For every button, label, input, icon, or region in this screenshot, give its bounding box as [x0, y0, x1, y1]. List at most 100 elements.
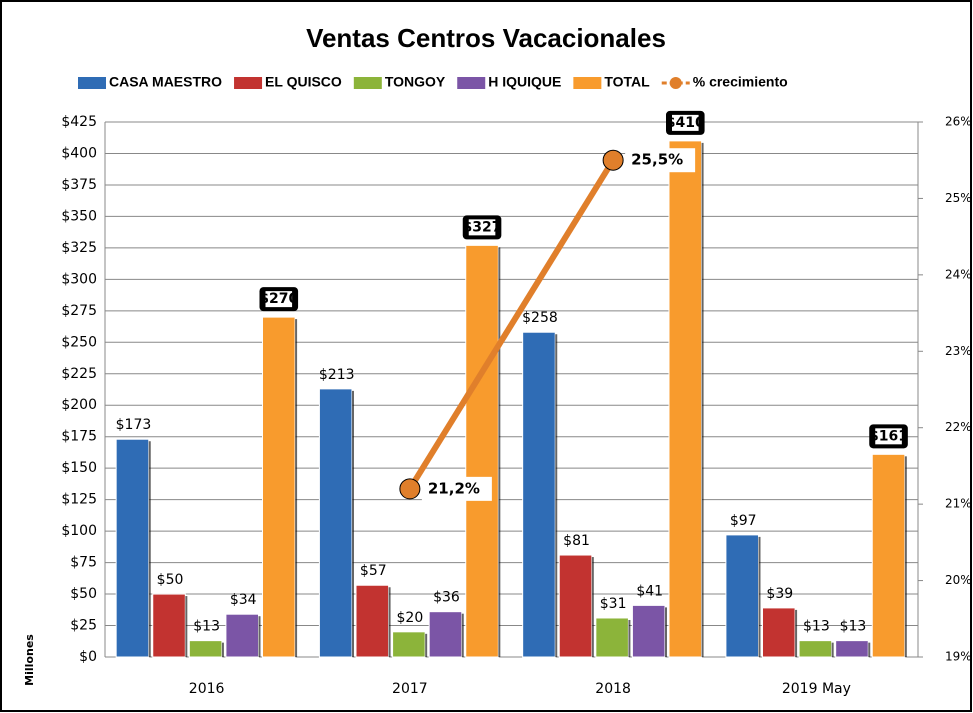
bar-shadow — [831, 642, 834, 657]
y2-tick-label: 20% — [945, 573, 972, 587]
bar — [761, 607, 796, 658]
y-tick-label: $400 — [61, 145, 97, 161]
bar-shadow — [295, 319, 298, 657]
y2-tick-label: 22% — [945, 420, 972, 434]
data-label: $81 — [563, 533, 590, 549]
data-label: $20 — [397, 610, 424, 626]
bar-shadow — [665, 607, 668, 657]
bar-shadow — [388, 587, 391, 657]
y-tick-label: $175 — [61, 429, 97, 445]
y2-tick-label: 23% — [945, 344, 972, 358]
bar — [631, 604, 666, 658]
data-label: $258 — [522, 310, 558, 326]
data-label: $31 — [600, 596, 627, 612]
bar — [392, 631, 426, 658]
y-axis-label: Millones — [23, 634, 36, 686]
bar — [318, 388, 353, 658]
y-tick-label: $225 — [61, 366, 97, 382]
bar-shadow — [498, 247, 501, 658]
y-tick-label: $100 — [61, 523, 97, 539]
chart-title: Ventas Centros Vacacionales — [306, 23, 666, 53]
bar — [262, 316, 296, 658]
data-label: 21,2% — [428, 479, 480, 497]
bar-shadow — [904, 456, 907, 657]
y-tick-label: $250 — [61, 334, 97, 350]
legend-swatch — [234, 77, 263, 89]
bar — [355, 584, 390, 658]
bar-shadow — [795, 609, 798, 657]
bar — [558, 554, 593, 658]
legend-label: % crecimiento — [693, 74, 788, 90]
bar — [522, 331, 556, 658]
legend-swatch — [78, 77, 106, 89]
data-label: $39 — [766, 586, 793, 602]
line-label-box — [421, 476, 492, 501]
data-label: $161 — [869, 428, 908, 444]
data-label: $410 — [666, 115, 705, 131]
y-tick-label: $425 — [61, 114, 97, 130]
y-tick-label: $75 — [70, 555, 97, 571]
bar — [465, 244, 499, 658]
bar — [835, 640, 869, 658]
bar-shadow — [591, 557, 594, 657]
data-label: $57 — [360, 563, 387, 579]
data-label: $50 — [157, 572, 184, 588]
legend-swatch — [353, 77, 382, 89]
data-label: $34 — [230, 592, 257, 608]
data-label: $13 — [840, 619, 867, 635]
data-label: 25,5% — [631, 151, 683, 169]
y-tick-label: $375 — [61, 177, 97, 193]
legend-label: H IQUIQUE — [488, 74, 561, 90]
x-tick-label: 2019 May — [782, 681, 851, 697]
bar — [115, 438, 150, 658]
line-point — [399, 478, 421, 500]
legend-label: TONGOY — [385, 74, 446, 90]
y2-tick-label: 26% — [945, 115, 972, 129]
bar — [225, 613, 260, 658]
data-label: $270 — [259, 291, 298, 307]
y2-tick-label: 24% — [945, 267, 972, 281]
data-label: $13 — [803, 619, 830, 635]
bar — [595, 617, 629, 658]
bar-shadow — [425, 633, 428, 657]
total-label-inner — [265, 291, 293, 308]
total-label-inner — [468, 219, 496, 236]
y-tick-label: $325 — [61, 240, 97, 256]
data-label: $97 — [730, 513, 757, 529]
y-tick-label: $150 — [61, 460, 97, 476]
x-tick-label: 2017 — [392, 681, 428, 697]
bar-shadow — [148, 441, 151, 657]
bar — [188, 640, 223, 658]
bar-shadow — [555, 334, 558, 657]
data-label: $213 — [319, 367, 355, 383]
bar-shadow — [868, 642, 871, 657]
line-label-box — [625, 148, 696, 173]
legend-swatch — [669, 77, 682, 89]
y-tick-label: $275 — [61, 303, 97, 319]
bar-shadow — [461, 613, 464, 657]
y-tick-label: $0 — [79, 649, 97, 665]
bar-shadow — [185, 596, 188, 657]
bar — [152, 593, 186, 658]
y-tick-label: $125 — [61, 492, 97, 508]
y-tick-label: $25 — [70, 618, 97, 634]
total-label-inner — [875, 428, 902, 445]
bar-shadow — [758, 536, 761, 657]
bar — [798, 640, 833, 658]
data-label: $327 — [463, 219, 502, 235]
y-tick-label: $350 — [61, 208, 97, 224]
bar-shadow — [258, 616, 261, 657]
x-tick-label: 2016 — [189, 681, 225, 697]
bar-shadow — [701, 142, 704, 658]
legend-label: TOTAL — [604, 74, 650, 90]
line — [407, 158, 616, 491]
y2-tick-label: 25% — [945, 191, 972, 205]
bar — [668, 140, 703, 658]
bar — [428, 611, 463, 658]
bar — [871, 453, 906, 658]
bar-shadow — [628, 619, 631, 657]
bar-shadow — [221, 642, 224, 657]
x-tick-label: 2018 — [595, 681, 631, 697]
data-label: $41 — [636, 583, 663, 599]
